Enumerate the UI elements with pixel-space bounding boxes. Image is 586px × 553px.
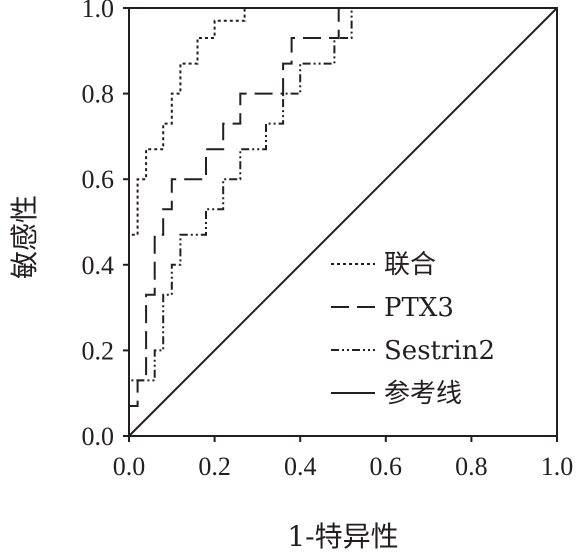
x-axis-title: 1-特异性 xyxy=(287,520,398,553)
y-tick-label: 0.0 xyxy=(82,422,115,451)
series-line-3 xyxy=(128,7,558,437)
y-axis-title: 敏感性 xyxy=(8,195,41,279)
x-tick-label: 0.8 xyxy=(455,452,488,481)
axis-ticks: 0.0 0.2 0.4 0.6 0.8 1.0 0.0 0.2 0.4 0.6 0.8 1.0 xyxy=(82,0,574,481)
y-tick-label: 0.6 xyxy=(82,165,115,194)
x-tick-label: 0.4 xyxy=(284,452,317,481)
x-tick-label: 1.0 xyxy=(541,452,574,481)
legend: 联合 PTX3 Sestrin2 参考线 xyxy=(331,250,495,409)
x-tick-label: 0.6 xyxy=(370,452,403,481)
legend-label-0: 联合 xyxy=(384,250,436,280)
series-line-0 xyxy=(128,7,557,436)
y-tick-label: 0.4 xyxy=(82,251,115,280)
x-tick-label: 0.2 xyxy=(198,452,231,481)
legend-label-1: PTX3 xyxy=(384,293,454,323)
legend-label-2: Sestrin2 xyxy=(384,336,495,366)
plot-area xyxy=(128,7,558,437)
legend-label-3: 参考线 xyxy=(384,379,462,409)
series-line-2 xyxy=(128,7,557,436)
y-tick-label: 0.2 xyxy=(82,336,115,365)
y-tick-label: 1.0 xyxy=(82,0,115,23)
x-tick-label: 0.0 xyxy=(113,452,146,481)
series-line-1 xyxy=(128,7,557,436)
y-tick-label: 0.8 xyxy=(82,80,115,109)
